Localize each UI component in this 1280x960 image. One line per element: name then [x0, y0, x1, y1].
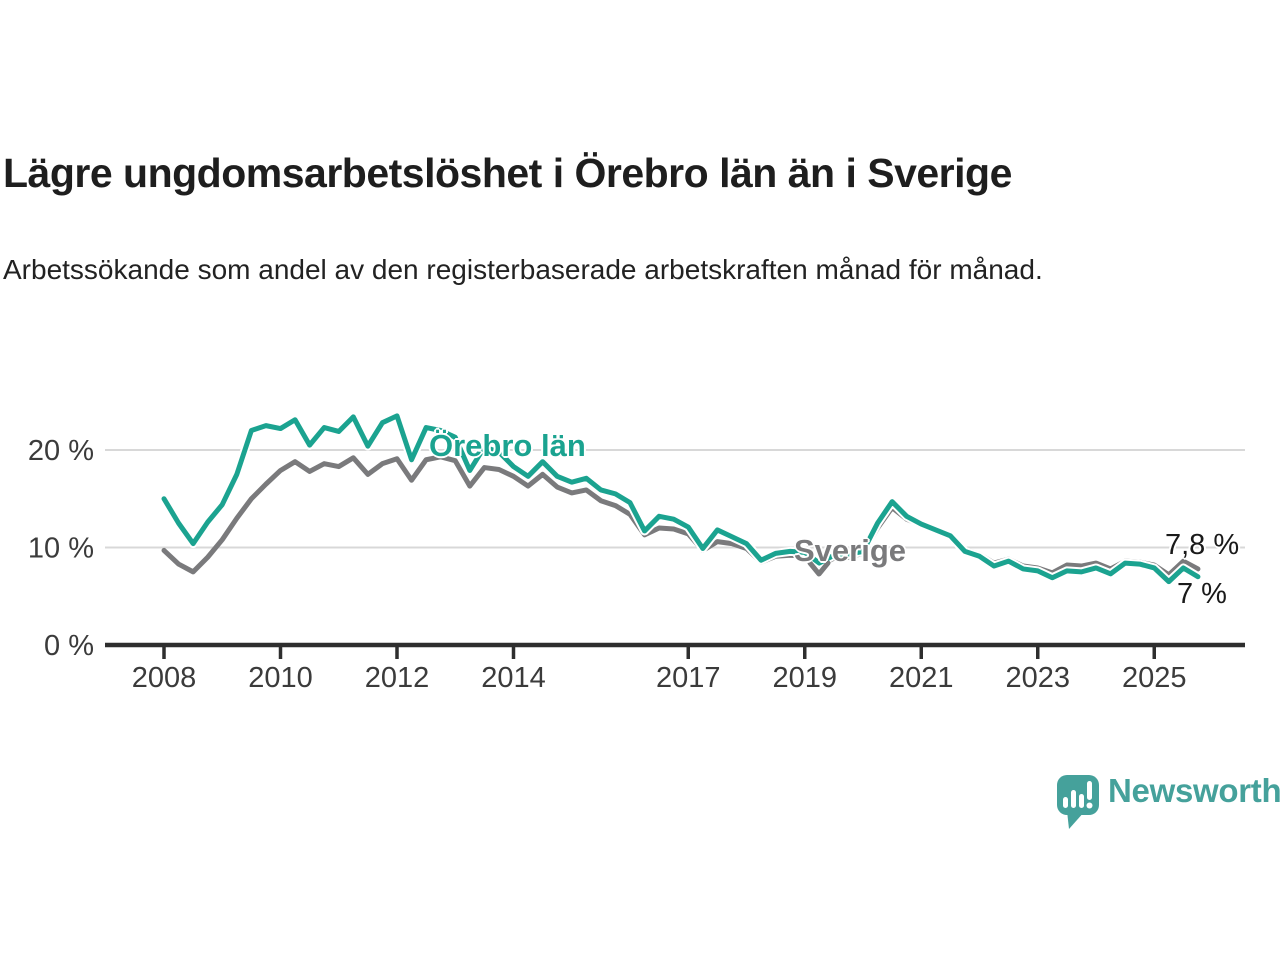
y-tick-label: 10 %	[28, 533, 94, 565]
x-tick-label: 2008	[132, 662, 197, 694]
x-tick-label: 2014	[481, 662, 546, 694]
x-tick-label: 2012	[365, 662, 430, 694]
newsworthy-logo-text: Newsworthy	[1108, 772, 1280, 809]
newsworthy-logo-icon	[1057, 775, 1099, 829]
page-subtitle: Arbetssökande som andel av den registerb…	[3, 254, 1043, 285]
end-value-label-sverige: 7,8 %	[1165, 529, 1240, 561]
y-tick-label: 20 %	[28, 435, 94, 467]
x-tick-label: 2021	[889, 662, 954, 694]
y-tick-label: 0 %	[44, 630, 94, 662]
series-label-orebro-lan: Örebro län	[429, 428, 586, 463]
series-line-sverige	[161, 454, 1201, 578]
series-line-orebro	[161, 413, 1201, 585]
end-value-label-orebro: 7 %	[1177, 578, 1227, 610]
sverige-pointer-chevron-icon	[807, 560, 831, 577]
x-tick-label: 2017	[656, 662, 721, 694]
x-tick-label: 2025	[1122, 662, 1187, 694]
x-tick-label: 2023	[1005, 662, 1070, 694]
series-label-sverige: Sverige	[794, 533, 907, 568]
x-tick-label: 2010	[248, 662, 313, 694]
series-line-orebro-casing	[159, 411, 1203, 587]
x-tick-label: 2019	[772, 662, 837, 694]
page-title: Lägre ungdomsarbetslöshet i Örebro län ä…	[3, 150, 1012, 196]
